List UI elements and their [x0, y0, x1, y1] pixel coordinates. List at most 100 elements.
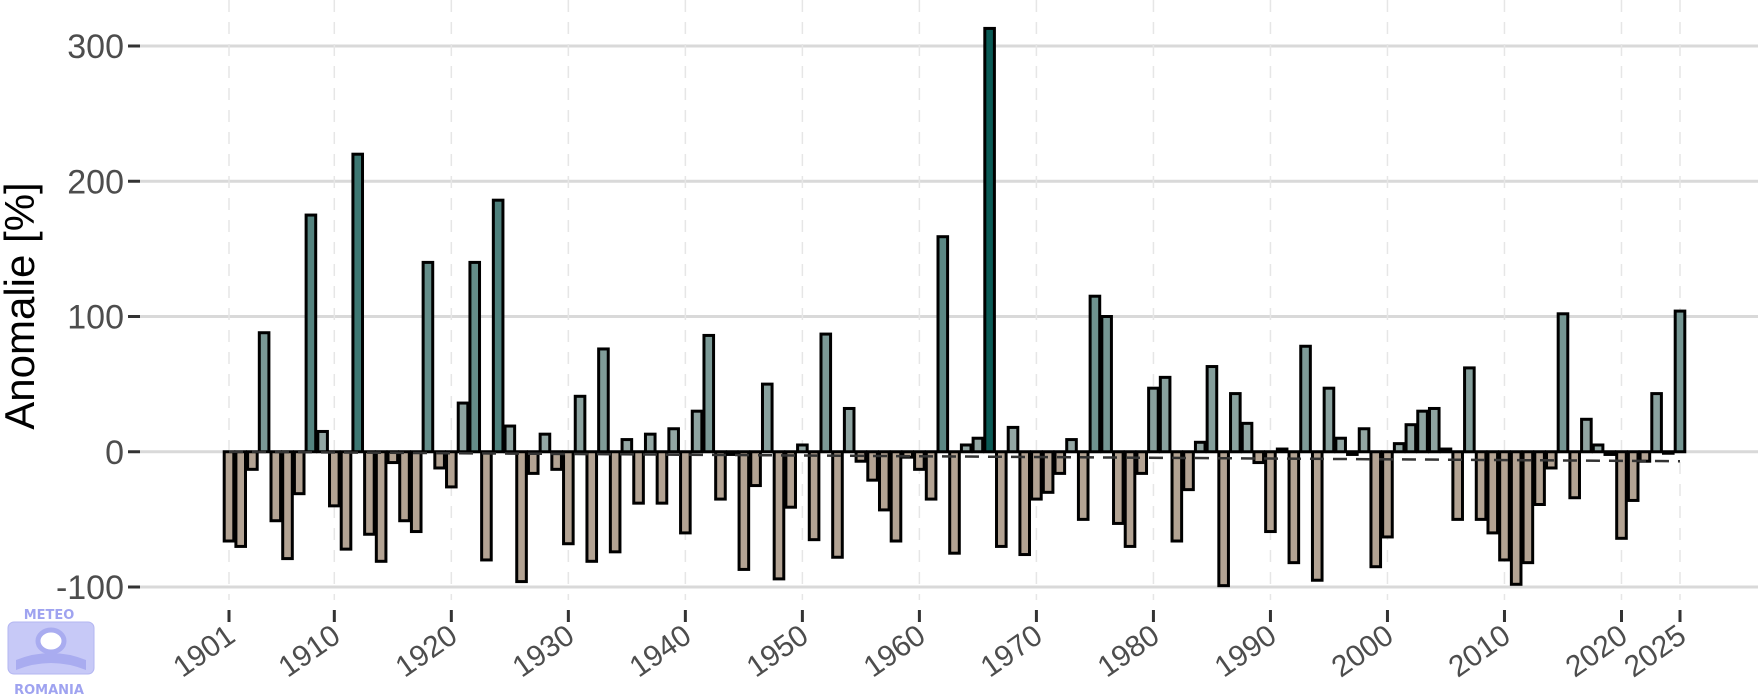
bar-1989 — [1252, 450, 1266, 465]
bar-1909 — [316, 429, 329, 454]
bar-1937 — [643, 432, 657, 454]
bar-1914 — [374, 450, 388, 563]
bar-1970 — [1030, 450, 1043, 501]
bar-1930 — [562, 450, 575, 546]
bar-2003 — [1416, 409, 1429, 454]
bar-1935 — [620, 438, 634, 454]
trend-line — [228, 450, 1681, 463]
bar-1931 — [573, 394, 587, 454]
bar-2011 — [1509, 450, 1523, 586]
bar-1981 — [1158, 375, 1172, 454]
bar-1999 — [1369, 450, 1383, 569]
y-tick-label: 100 — [67, 299, 124, 337]
bar-1917 — [409, 450, 423, 534]
bar-1938 — [655, 450, 669, 505]
bar-2024 — [1662, 450, 1675, 455]
bar-2010 — [1498, 450, 1511, 562]
logo-bottom-text: ROMANIA — [14, 683, 84, 695]
bar-1980 — [1147, 386, 1160, 454]
bar-1906 — [281, 450, 294, 561]
bar-1945 — [737, 450, 751, 571]
bar-2006 — [1451, 450, 1464, 521]
bar-2020 — [1615, 450, 1628, 540]
bar-1929 — [550, 450, 563, 471]
bar-1973 — [1065, 438, 1078, 454]
bar-1990 — [1264, 450, 1277, 534]
x-tick-label: 1950 — [741, 619, 815, 684]
bar-2007 — [1463, 366, 1476, 454]
bar-1919 — [433, 450, 446, 470]
y-tick-label: 300 — [67, 28, 124, 66]
y-tick-label: 0 — [105, 434, 124, 472]
logo-wave-icon — [16, 653, 86, 670]
bar-2005 — [1439, 447, 1453, 454]
bar-1946 — [749, 450, 762, 488]
bar-2000 — [1381, 450, 1394, 539]
bar-1918 — [421, 260, 435, 454]
bar-1960 — [913, 450, 926, 471]
bar-1954 — [842, 406, 856, 454]
bar-1963 — [948, 450, 961, 555]
bar-2015 — [1556, 312, 1570, 454]
bar-1936 — [632, 450, 645, 505]
bar-1913 — [363, 450, 376, 536]
bar-1924 — [491, 198, 505, 454]
y-tick-label: -100 — [56, 569, 124, 607]
bar-1967 — [995, 450, 1008, 548]
bar-1971 — [1041, 450, 1055, 494]
bar-1939 — [667, 427, 680, 454]
bar-1985 — [1205, 365, 1219, 454]
bar-2008 — [1474, 450, 1488, 521]
bar-2001 — [1392, 442, 1406, 454]
bar-1972 — [1053, 450, 1067, 475]
x-tick-label: 1990 — [1209, 619, 1283, 684]
bar-1962 — [936, 235, 950, 454]
bar-1979 — [1135, 450, 1149, 475]
bar-1988 — [1240, 421, 1254, 454]
bar-1920 — [445, 450, 458, 489]
x-tick-label: 2025 — [1618, 619, 1692, 684]
bar-2019 — [1603, 450, 1617, 456]
y-tick-label: 200 — [67, 163, 124, 201]
bar-1965 — [971, 436, 985, 454]
bar-1907 — [292, 450, 306, 496]
bar-1901 — [222, 450, 236, 543]
bar-1975 — [1088, 294, 1102, 454]
bar-1927 — [526, 450, 540, 475]
bar-1922 — [468, 260, 482, 454]
bar-1904 — [257, 331, 271, 454]
bar-1969 — [1018, 450, 1032, 557]
bar-1905 — [269, 450, 283, 523]
bar-1908 — [304, 213, 318, 454]
bar-1947 — [760, 382, 774, 454]
bar-1941 — [690, 409, 704, 454]
bar-1997 — [1346, 450, 1359, 456]
bar-2021 — [1626, 450, 1640, 502]
x-tick-label: 1980 — [1092, 619, 1166, 684]
bar-2002 — [1404, 423, 1418, 454]
bar-1928 — [538, 432, 552, 454]
bar-1957 — [877, 450, 891, 512]
bar-1992 — [1287, 450, 1301, 565]
bar-1948 — [772, 450, 786, 581]
bar-1958 — [889, 450, 903, 543]
x-tick-label: 2020 — [1560, 619, 1634, 684]
x-tick-label: 1970 — [975, 619, 1049, 684]
x-tick-label: 2010 — [1443, 619, 1517, 684]
bar-1998 — [1357, 427, 1371, 454]
trend-layer — [228, 450, 1681, 463]
bar-1974 — [1076, 450, 1090, 521]
bar-1995 — [1322, 386, 1336, 454]
bar-2013 — [1533, 450, 1546, 506]
bar-1916 — [398, 450, 411, 523]
bar-2023 — [1650, 392, 1663, 454]
bar-2016 — [1568, 450, 1581, 500]
bar-1911 — [339, 450, 353, 551]
bar-2025 — [1673, 309, 1687, 454]
x-tick-label: 1930 — [507, 619, 581, 684]
x-tick-label: 1901 — [167, 619, 241, 684]
bar-1978 — [1123, 450, 1137, 548]
bar-1942 — [702, 333, 716, 454]
x-tick-label: 2000 — [1326, 619, 1400, 684]
